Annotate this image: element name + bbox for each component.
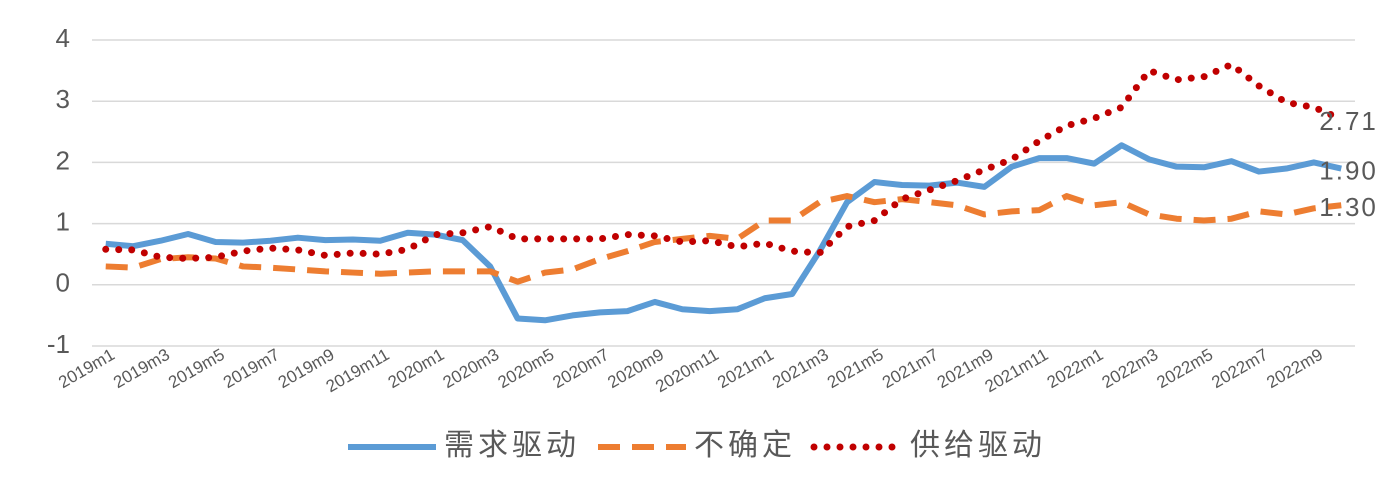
x-tick-label: 2020m1 <box>385 345 448 392</box>
y-tick-label: 2 <box>56 145 70 175</box>
x-tick-label: 2021m1 <box>714 345 777 392</box>
legend-label: 供给驱动 <box>910 429 1046 462</box>
x-tick-label: 2022m7 <box>1208 345 1271 392</box>
x-tick-label: 2021m3 <box>769 345 832 392</box>
legend-label: 不确定 <box>694 429 796 462</box>
x-tick-label: 2022m9 <box>1263 345 1326 392</box>
x-tick-label: 2021m11 <box>982 345 1052 396</box>
x-tick-label: 2019m3 <box>110 345 173 392</box>
y-tick-label: 0 <box>56 268 70 298</box>
x-tick-label: 2019m11 <box>323 345 393 396</box>
series-line <box>105 142 1342 324</box>
value-label: 1.30 <box>1319 192 1378 222</box>
series-line <box>105 193 1342 285</box>
y-tick-label: 4 <box>56 23 70 53</box>
y-tick-label: -1 <box>47 329 70 359</box>
y-tick-label: 3 <box>56 84 70 114</box>
y-tick-label: 1 <box>56 206 70 236</box>
x-tick-label: 2021m5 <box>824 345 887 392</box>
legend-label: 需求驱动 <box>444 429 580 462</box>
x-tick-label: 2021m7 <box>879 345 942 392</box>
x-tick-label: 2020m3 <box>440 345 503 392</box>
series-line <box>102 60 1345 262</box>
x-tick-label: 2020m11 <box>652 345 722 396</box>
x-tick-label: 2022m3 <box>1099 345 1162 392</box>
x-tick-label: 2020m7 <box>549 345 612 392</box>
x-tick-label: 2022m5 <box>1154 345 1217 392</box>
x-tick-label: 2019m7 <box>220 345 283 392</box>
value-label: 1.90 <box>1319 155 1378 185</box>
x-tick-label: 2020m5 <box>495 345 558 392</box>
x-tick-label: 2022m1 <box>1044 345 1107 392</box>
value-label: 2.71 <box>1319 106 1378 136</box>
x-tick-label: 2019m5 <box>165 345 228 392</box>
